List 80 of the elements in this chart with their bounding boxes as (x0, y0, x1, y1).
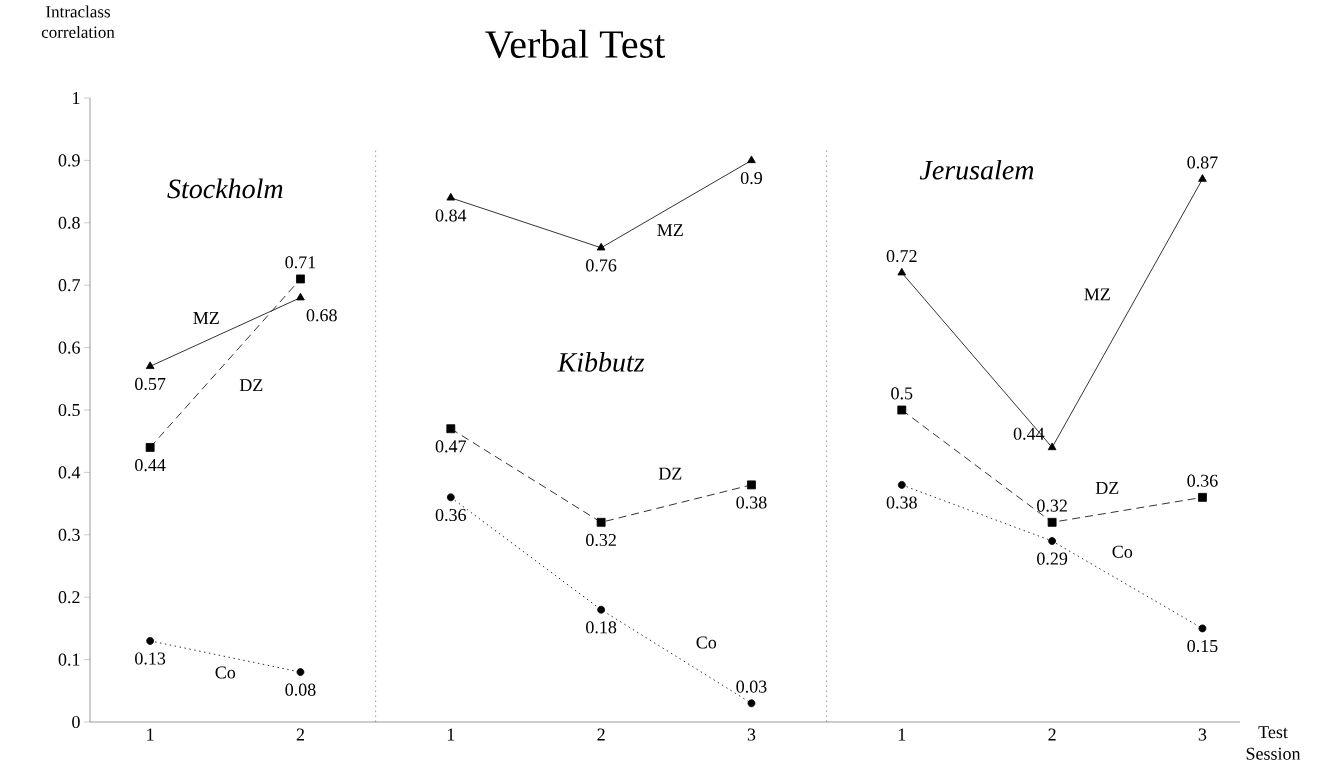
x-tick-label: 2 (296, 728, 304, 741)
point (1198, 492, 1207, 502)
data-label: 0.47 (435, 440, 467, 453)
data-label: 0.71 (285, 256, 316, 269)
y-tick-label: 0.2 (58, 591, 80, 604)
series-label: Co (215, 666, 236, 679)
data-label: 0.36 (1187, 474, 1218, 487)
data-label: 0.32 (586, 533, 616, 547)
point (446, 424, 456, 434)
data-label: 0.32 (1037, 499, 1067, 512)
point (596, 517, 606, 527)
y-tick-label: 0 (72, 715, 80, 729)
annotation: Jerusalem (919, 159, 1034, 180)
x-tick-label: 2 (597, 728, 605, 741)
chart-title: Verbal Test (485, 29, 666, 59)
series-label: Co (1112, 545, 1133, 558)
point (597, 605, 606, 614)
data-label: 0.38 (886, 496, 917, 509)
data-label: 0.15 (1187, 639, 1218, 653)
y-tick-label: 0.7 (58, 279, 80, 292)
point (1198, 174, 1207, 182)
annotation: Stockholm (167, 178, 283, 199)
y-tick-label: 0.8 (58, 216, 80, 229)
point (1047, 517, 1057, 527)
series-label: MZ (657, 224, 683, 236)
y-tick-label: 0.4 (58, 466, 81, 479)
x-tick-label: 1 (147, 728, 154, 741)
y-tick-label: 0.5 (58, 403, 80, 417)
y-tick-label: 0.3 (58, 528, 80, 541)
x-tick-label: 3 (747, 728, 756, 741)
series-label: MZ (193, 312, 219, 324)
data-label: 0.68 (306, 309, 337, 322)
data-label: 0.36 (435, 508, 467, 522)
data-label: 0.38 (736, 496, 767, 509)
point (446, 192, 456, 201)
data-label: 0.76 (586, 259, 617, 272)
y-axis-title: Intraclass correlation (41, 5, 115, 38)
point (146, 636, 155, 645)
point (897, 405, 907, 415)
point (1047, 442, 1057, 451)
series-label: DZ (1095, 481, 1119, 494)
point (897, 480, 906, 489)
point (145, 443, 155, 452)
data-label: 0.08 (285, 683, 316, 696)
data-label: 0.5 (891, 387, 913, 400)
series-label: Co (696, 636, 717, 649)
y-tick-label: 0.6 (58, 341, 80, 354)
y-tick-label: 0.9 (58, 154, 80, 167)
point (596, 242, 606, 251)
data-label: 0.84 (435, 209, 467, 222)
point (446, 493, 455, 502)
x-tick-label: 2 (1048, 728, 1056, 741)
data-label: 0.9 (740, 171, 762, 185)
x-axis-title: Test Session (1246, 726, 1301, 760)
point (296, 274, 305, 284)
data-label: 0.13 (135, 652, 166, 665)
x-tick-label: 1 (447, 728, 455, 741)
y-tick-label: 1 (73, 92, 80, 104)
series-label: MZ (1084, 288, 1110, 301)
point (897, 267, 907, 276)
annotation: Kibbutz (557, 352, 645, 372)
data-label: 0.29 (1037, 552, 1068, 565)
data-label: 0.87 (1187, 156, 1218, 169)
data-label: 0.44 (135, 458, 166, 472)
x-tick-label: 3 (1198, 728, 1207, 741)
point (747, 480, 756, 490)
point (1048, 537, 1057, 545)
x-tick-label: 1 (898, 728, 906, 741)
data-label: 0.72 (886, 249, 917, 263)
point (747, 699, 756, 708)
data-label: 0.44 (1013, 427, 1045, 440)
point (747, 155, 756, 164)
series-label: DZ (239, 379, 263, 392)
data-label: 0.57 (135, 377, 166, 391)
point (1198, 624, 1207, 633)
y-tick-label: 0.1 (58, 653, 80, 666)
point (296, 668, 305, 676)
series-label: DZ (658, 467, 682, 480)
data-label: 0.03 (736, 680, 767, 693)
data-label: 0.18 (586, 621, 617, 634)
